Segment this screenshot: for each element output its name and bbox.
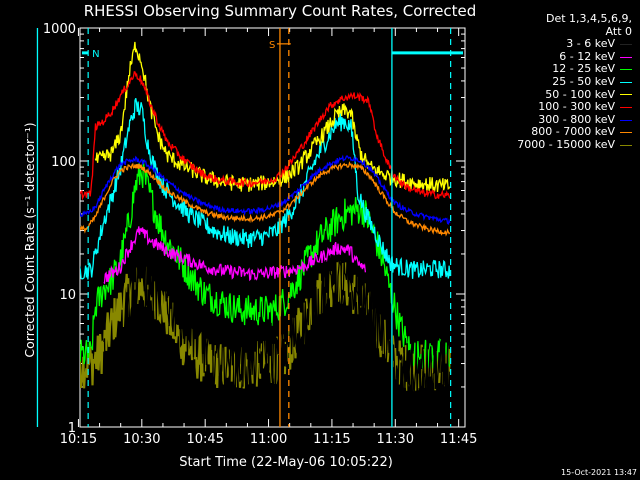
- legend-swatch: [620, 94, 632, 96]
- y-tick-label: 1: [68, 421, 76, 436]
- legend-swatch: [620, 106, 632, 108]
- legend-entry-5: 50 - 100 keV: [472, 87, 632, 102]
- series-line-4: [80, 97, 451, 280]
- legend-swatch: [620, 43, 632, 45]
- series-line-3: [80, 160, 451, 371]
- legend-entry-8: 800 - 7000 keV: [472, 126, 632, 139]
- legend-label: 7000 - 15000 keV: [517, 137, 615, 151]
- legend-swatch: [620, 81, 632, 83]
- legend-label: 3 - 6 keV: [566, 37, 615, 51]
- chart-title: RHESSI Observing Summary Count Rates, Co…: [83, 2, 477, 20]
- legend-label: 50 - 100 keV: [545, 87, 615, 101]
- legend-entry-6: 100 - 300 keV: [472, 101, 632, 114]
- legend-entry-3: 12 - 25 keV: [472, 63, 632, 76]
- legend-label: 800 - 7000 keV: [531, 125, 615, 139]
- legend-label: 25 - 50 keV: [552, 74, 615, 88]
- x-tick-label: 11:00: [250, 432, 287, 447]
- series-line-2: [103, 226, 367, 285]
- y-tick-label: 10: [59, 288, 76, 303]
- y-axis-label: Corrected Count Rate (s⁻¹ detector⁻¹): [22, 122, 37, 357]
- x-tick-label: 10:30: [123, 432, 160, 447]
- x-axis-label: Start Time (22-May-06 10:05:22): [179, 455, 393, 470]
- legend-entry-4: 25 - 50 keV: [472, 74, 632, 89]
- saa-flag-label: S: [269, 40, 275, 51]
- legend-entry-7: 300 - 800 keV: [472, 112, 632, 127]
- legend-swatch: [620, 144, 632, 146]
- legend-label: 300 - 800 keV: [538, 112, 615, 126]
- y-tick-label: 1000: [43, 22, 76, 37]
- legend-entry-9: 7000 - 15000 keV: [472, 137, 632, 152]
- legend-entry-2: 6 - 12 keV: [472, 49, 632, 64]
- legend: Det 1,3,4,5,6,9, Att 0 3 - 6 keV 6 - 12 k…: [472, 12, 632, 152]
- legend-entry-1: 3 - 6 keV: [472, 38, 632, 51]
- legend-detectors: Det 1,3,4,5,6,9,: [545, 12, 632, 25]
- legend-label: 12 - 25 keV: [552, 62, 615, 76]
- legend-swatch: [620, 56, 632, 58]
- series-line-6: [80, 70, 451, 201]
- legend-swatch: [620, 119, 632, 121]
- night-flag-label: N: [92, 49, 99, 60]
- x-tick-label: 10:45: [186, 432, 223, 447]
- y-tick-label: 100: [51, 155, 76, 170]
- x-tick-label: 11:30: [377, 432, 414, 447]
- series-line-7: [80, 154, 451, 225]
- legend-swatch: [620, 132, 632, 134]
- timestamp: 15-Oct-2021 13:47: [561, 468, 637, 477]
- x-tick-label: 10:15: [60, 432, 97, 447]
- legend-attenuator: Att 0: [605, 24, 632, 38]
- x-tick-label: 11:45: [440, 432, 477, 447]
- legend-label: 6 - 12 keV: [559, 49, 615, 63]
- legend-label: 100 - 300 keV: [538, 100, 615, 114]
- series-line-5: [94, 41, 451, 192]
- legend-swatch: [620, 69, 632, 71]
- series-line-8: [80, 161, 451, 237]
- x-tick-label: 11:15: [313, 432, 350, 447]
